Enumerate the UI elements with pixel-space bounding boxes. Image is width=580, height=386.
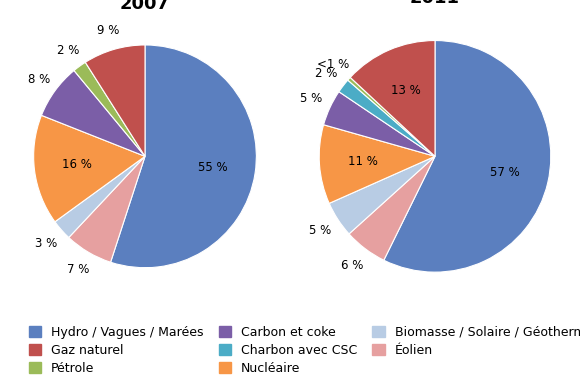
Text: 6 %: 6 % [342,259,364,272]
Legend: Hydro / Vagues / Marées, Gaz naturel, Pétrole, Carbon et coke, Charbon avec CSC,: Hydro / Vagues / Marées, Gaz naturel, Pé… [24,321,580,380]
Title: 2011: 2011 [410,0,460,7]
Wedge shape [384,41,551,272]
Text: 57 %: 57 % [490,166,520,179]
Text: 5 %: 5 % [300,92,322,105]
Text: 2 %: 2 % [57,44,79,56]
Wedge shape [319,125,435,203]
Wedge shape [55,156,145,237]
Wedge shape [348,78,435,156]
Wedge shape [350,41,435,156]
Wedge shape [74,62,145,156]
Title: 2007: 2007 [120,0,170,13]
Wedge shape [339,80,435,156]
Text: 2 %: 2 % [316,66,338,80]
Text: 8 %: 8 % [28,73,50,86]
Text: 55 %: 55 % [198,161,228,174]
Text: 16 %: 16 % [61,159,92,171]
Text: 11 %: 11 % [349,155,378,168]
Wedge shape [324,92,435,156]
Text: 9 %: 9 % [97,24,119,37]
Text: 5 %: 5 % [309,224,332,237]
Wedge shape [69,156,145,262]
Text: 3 %: 3 % [35,237,57,250]
Wedge shape [41,71,145,156]
Wedge shape [85,45,145,156]
Wedge shape [349,156,435,260]
Text: <1 %: <1 % [317,58,350,71]
Text: 13 %: 13 % [392,84,421,97]
Wedge shape [34,115,145,222]
Wedge shape [111,45,256,267]
Wedge shape [329,156,435,234]
Text: 7 %: 7 % [67,263,89,276]
